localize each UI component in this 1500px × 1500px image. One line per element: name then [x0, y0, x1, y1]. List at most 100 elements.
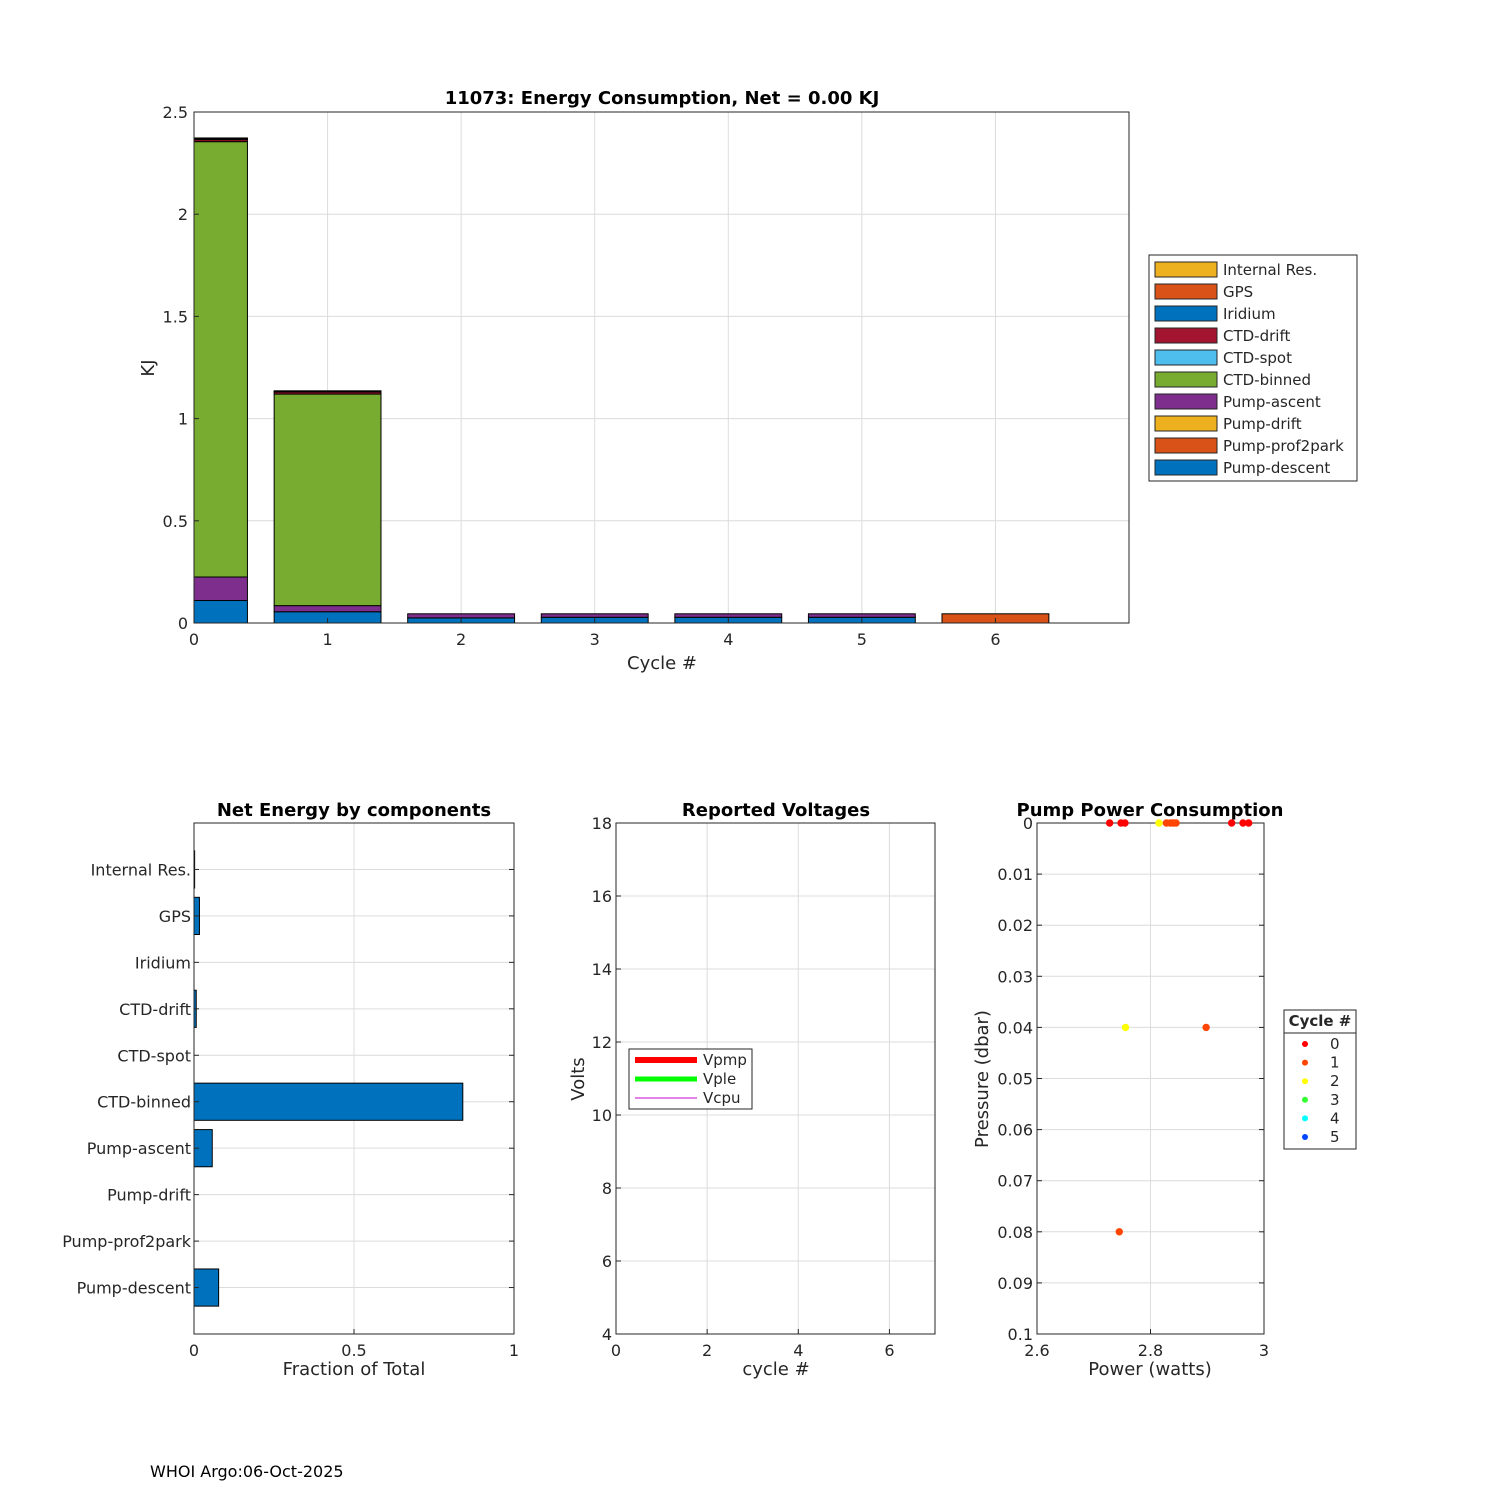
voltages-xtick-label: 4 — [793, 1341, 803, 1360]
pump-ytick-label: 0.04 — [997, 1018, 1033, 1037]
pump-point — [1121, 1023, 1130, 1032]
energy-legend: Internal Res. GPS Iridium CTD-drift CTD-spot… — [1148, 254, 1358, 482]
energy-legend-label: Internal Res. — [1223, 261, 1317, 279]
energy-bar-segment — [674, 613, 783, 618]
energy-axes-box — [193, 111, 1130, 624]
energy-legend-swatch — [1154, 437, 1218, 454]
voltages-ytick-label: 12 — [592, 1033, 612, 1052]
energy-xtick-label: 6 — [990, 630, 1000, 649]
components-ytick-label: Iridium — [135, 953, 191, 972]
components-xtick-label: 0 — [189, 1341, 199, 1360]
energy-legend-label: Pump-prof2park — [1223, 437, 1344, 455]
pump-point — [1105, 819, 1114, 827]
components-xtick-label: 0.5 — [341, 1341, 366, 1360]
energy-ytick-label: 2.5 — [163, 103, 188, 122]
energy-xlabel: Cycle # — [627, 653, 697, 674]
energy-legend-swatch — [1154, 305, 1218, 322]
energy-xtick-label: 4 — [723, 630, 733, 649]
pump-legend-label: 1 — [1330, 1054, 1340, 1072]
voltages-chart: 0 2 4 6 4 6 8 10 12 14 16 18 Reported Voltages cycl… — [568, 800, 936, 1380]
energy-legend-label: CTD-drift — [1223, 327, 1290, 345]
energy-chart: 0 1 2 3 4 5 6 0 0.5 1 1.5 2 2.5 11073: Energy Consum… — [138, 88, 1358, 674]
voltages-legend-label: Vcpu — [703, 1089, 741, 1107]
pump-xtick-label: 2.8 — [1138, 1341, 1163, 1360]
voltages-ylabel: Volts — [568, 1057, 589, 1100]
energy-bar-segment — [193, 576, 248, 602]
voltages-title: Reported Voltages — [682, 800, 870, 821]
voltages-legend-label: Vpmp — [703, 1051, 747, 1069]
pump-legend-marker — [1302, 1096, 1308, 1103]
pump-point — [1227, 819, 1236, 827]
energy-xtick-label: 2 — [456, 630, 466, 649]
pump-xlabel: Power (watts) — [1088, 1359, 1211, 1380]
voltages-axes-box — [615, 822, 936, 1335]
pump-ytick-label: 0.07 — [997, 1172, 1033, 1191]
voltages-ytick-label: 6 — [602, 1252, 612, 1271]
energy-bar-segment — [407, 613, 516, 619]
energy-ylabel: KJ — [138, 359, 159, 376]
energy-title: 11073: Energy Consumption, Net = 0.00 KJ — [445, 88, 880, 109]
voltages-ytick-label: 4 — [602, 1325, 612, 1344]
energy-legend-swatch — [1154, 261, 1218, 278]
pump-legend-label: 3 — [1330, 1091, 1340, 1109]
energy-ytick-label: 1 — [178, 410, 188, 429]
energy-legend-swatch — [1154, 459, 1218, 476]
energy-ticks: 0 1 2 3 4 5 6 0 0.5 1 1.5 2 2.5 — [163, 103, 1001, 649]
energy-xtick-label: 1 — [322, 630, 332, 649]
pump-ytick-label: 0.05 — [997, 1070, 1033, 1089]
energy-xtick-label: 5 — [857, 630, 867, 649]
voltages-xtick-label: 6 — [884, 1341, 894, 1360]
pump-ytick-label: 0.03 — [997, 967, 1033, 986]
energy-xtick-label: 3 — [590, 630, 600, 649]
components-chart: 0 0.5 1 Internal Res. GPS Iridium CTD-drift CTD… — [62, 800, 519, 1380]
components-ytick-label: GPS — [159, 907, 191, 926]
energy-xtick-label: 0 — [189, 630, 199, 649]
pump-legend-label: 5 — [1330, 1128, 1340, 1146]
energy-legend-label: Pump-ascent — [1223, 393, 1321, 411]
energy-legend-label: CTD-spot — [1223, 349, 1292, 367]
energy-ytick-label: 1.5 — [163, 307, 188, 326]
pump-ytick-label: 0.08 — [997, 1223, 1033, 1242]
components-xtick-label: 1 — [509, 1341, 519, 1360]
components-bar — [193, 1082, 464, 1121]
pump-xtick-label: 2.6 — [1024, 1341, 1049, 1360]
components-ytick-label: Pump-prof2park — [62, 1232, 192, 1251]
pump-point — [1121, 819, 1129, 827]
voltages-legend-label: Vple — [703, 1070, 736, 1088]
energy-legend-swatch — [1154, 327, 1218, 344]
pump-ytick-label: 0.1 — [1008, 1325, 1033, 1344]
components-ytick-label: Internal Res. — [91, 860, 191, 879]
voltages-ytick-label: 14 — [592, 960, 612, 979]
pump-legend-label: 2 — [1330, 1072, 1340, 1090]
pump-legend-marker — [1302, 1078, 1308, 1085]
pump-point — [1244, 819, 1253, 827]
energy-bar-segment — [807, 613, 916, 618]
pump-legend-label: 4 — [1330, 1109, 1340, 1127]
energy-bar-segment — [193, 137, 248, 140]
pump-ytick-label: 0.09 — [997, 1274, 1033, 1293]
energy-bar-segment — [273, 393, 382, 607]
energy-legend-swatch — [1154, 371, 1218, 388]
voltages-ytick-label: 8 — [602, 1179, 612, 1198]
energy-ytick-label: 0.5 — [163, 512, 188, 531]
energy-legend-label: Pump-descent — [1223, 459, 1330, 477]
energy-legend-label: CTD-binned — [1223, 371, 1311, 389]
voltages-ytick-label: 10 — [592, 1106, 612, 1125]
pump-xtick-label: 3 — [1259, 1341, 1269, 1360]
pump-legend-marker — [1302, 1041, 1308, 1047]
pump-point — [1155, 819, 1163, 827]
energy-bars — [193, 137, 1050, 624]
components-ytick-label: CTD-spot — [117, 1046, 191, 1065]
pump-legend-marker — [1302, 1059, 1308, 1066]
components-ytick-label: CTD-drift — [119, 1000, 191, 1019]
voltages-ticks: 0 2 4 6 4 6 8 10 12 14 16 18 — [592, 814, 895, 1360]
pump-ticks: 2.6 2.8 3 0 0.01 0.02 0.03 0.04 0.05 0.06 0.07 0.08… — [997, 814, 1269, 1360]
pump-points — [1105, 819, 1253, 1236]
voltages-ytick-label: 16 — [592, 887, 612, 906]
pump-ylabel: Pressure (dbar) — [972, 1010, 993, 1148]
energy-ytick-label: 0 — [178, 614, 188, 633]
pump-ytick-label: 0.02 — [997, 916, 1033, 935]
